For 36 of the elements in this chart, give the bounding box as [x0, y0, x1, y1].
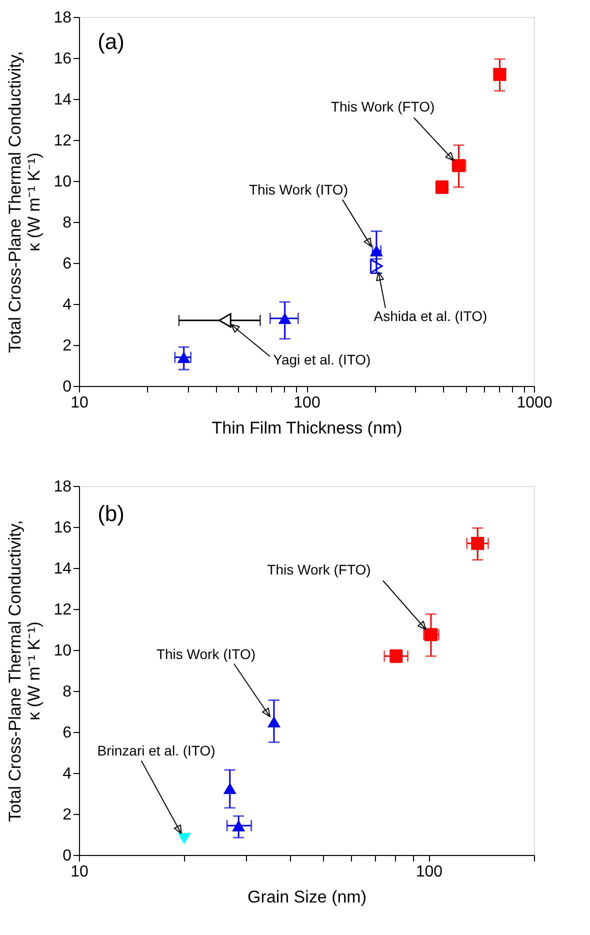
- annotation: (b): [98, 501, 124, 526]
- y-tick-label: 6: [62, 256, 72, 272]
- y-tick-label: 18: [54, 10, 72, 26]
- y-tick-label: 12: [54, 132, 72, 150]
- annotation: This Work (FTO): [267, 562, 371, 578]
- y-tick-label: 0: [62, 848, 72, 864]
- annotation: This Work (FTO): [330, 98, 435, 115]
- annotation: Yagi et al. (ITO): [273, 351, 371, 368]
- annotation: Ashida et al. (ITO): [374, 308, 488, 324]
- annotation: (a): [98, 29, 124, 54]
- y-tick-label: 12: [54, 602, 72, 618]
- y-tick-label: 8: [62, 684, 72, 700]
- x-tick-label: 1000: [516, 394, 552, 412]
- y-tick-label: 4: [62, 296, 72, 314]
- annotation: This Work (ITO): [156, 646, 256, 662]
- y-axis-title: Total Cross-Plane Thermal Conductivity, κ (W m⁻¹ K⁻¹): [6, 51, 44, 353]
- y-tick-label: 16: [54, 520, 72, 536]
- y-tick-label: 0: [62, 378, 72, 396]
- y-tick-label: 16: [54, 50, 72, 68]
- y-tick-label: 14: [54, 92, 72, 108]
- y-tick-label: 8: [62, 214, 72, 232]
- x-tick-label: 100: [294, 394, 320, 412]
- y-tick-label: 2: [62, 806, 72, 824]
- x-tick-label: 100: [416, 864, 443, 880]
- x-axis-title: Grain Size (nm): [247, 888, 367, 906]
- y-tick-label: 14: [54, 560, 72, 578]
- y-axis-title: Total Cross-Plane Thermal Conductivity, κ (W m⁻¹ K⁻¹): [6, 520, 44, 822]
- y-tick-label: 6: [62, 724, 72, 742]
- y-tick-label: 4: [62, 766, 72, 782]
- annotation: This Work (ITO): [248, 182, 348, 198]
- y-tick-label: 18: [54, 478, 72, 496]
- x-axis-title: Thin Film Thickness (nm): [212, 418, 402, 438]
- annotation: Brinzari et al. (ITO): [97, 742, 216, 759]
- y-tick-label: 10: [54, 642, 72, 660]
- y-tick-label: 2: [62, 338, 72, 354]
- y-tick-label: 10: [54, 174, 72, 190]
